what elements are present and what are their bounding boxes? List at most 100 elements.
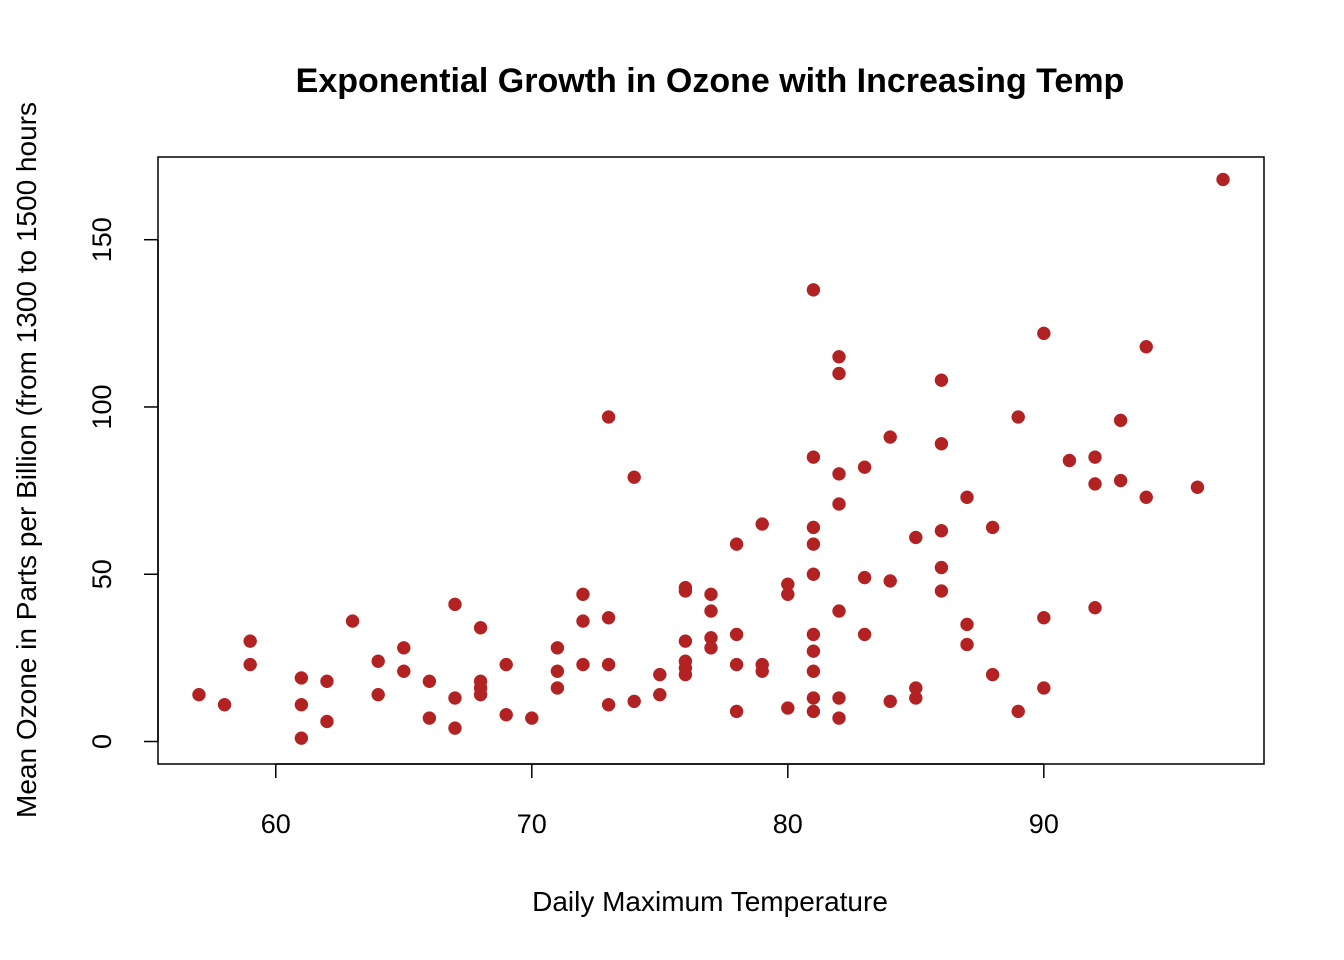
- data-point: [499, 657, 513, 672]
- data-point: [422, 711, 437, 725]
- data-point: [448, 721, 462, 735]
- data-point: [781, 577, 795, 592]
- data-point: [345, 614, 360, 628]
- data-point: [1139, 490, 1153, 505]
- data-point: [653, 667, 667, 682]
- data-point: [806, 567, 821, 581]
- data-point: [1037, 681, 1051, 695]
- data-point: [550, 641, 565, 655]
- data-point: [781, 701, 795, 715]
- data-point: [806, 627, 821, 642]
- data-point: [806, 704, 821, 719]
- data-point: [397, 641, 411, 655]
- data-point: [934, 373, 949, 387]
- data-point: [678, 634, 693, 648]
- data-point: [755, 517, 769, 531]
- y-axis: 0 50 100 150: [87, 217, 159, 749]
- data-point: [729, 657, 744, 672]
- data-point: [883, 430, 897, 444]
- data-point: [883, 574, 897, 588]
- data-point: [320, 674, 334, 689]
- y-tick-label: 50: [87, 559, 117, 589]
- y-tick-label: 0: [87, 734, 117, 749]
- x-axis-label: Daily Maximum Temperature: [532, 886, 888, 917]
- data-point: [832, 711, 846, 725]
- data-point: [934, 524, 949, 538]
- data-point: [857, 460, 872, 474]
- data-point: [985, 520, 1000, 535]
- data-point: [806, 664, 821, 679]
- data-point: [806, 450, 821, 464]
- x-tick-label: 60: [261, 809, 291, 839]
- data-point: [806, 691, 821, 705]
- data-point: [960, 617, 974, 632]
- data-point: [857, 627, 872, 642]
- data-point: [1190, 480, 1205, 495]
- data-point: [550, 681, 565, 695]
- data-point: [806, 520, 821, 535]
- data-point: [1011, 410, 1025, 424]
- x-tick-label: 70: [517, 809, 547, 839]
- data-point: [422, 674, 437, 689]
- data-point: [371, 654, 385, 668]
- y-tick-label: 100: [87, 384, 117, 429]
- y-axis-label: Mean Ozone in Parts per Billion (from 13…: [11, 102, 42, 818]
- data-point: [525, 711, 539, 725]
- data-point: [473, 621, 488, 635]
- data-point: [1088, 450, 1102, 464]
- x-axis: 60 70 80 90: [261, 763, 1059, 839]
- data-point: [601, 697, 616, 712]
- data-point: [883, 694, 897, 709]
- data-point: [294, 731, 309, 745]
- data-point: [627, 470, 641, 484]
- data-point: [806, 644, 821, 658]
- data-point: [909, 530, 923, 545]
- data-point: [294, 697, 309, 712]
- data-point: [729, 537, 744, 551]
- data-point: [934, 437, 949, 451]
- x-tick-label: 80: [773, 809, 803, 839]
- data-points: [192, 172, 1230, 745]
- data-point: [985, 667, 1000, 682]
- data-point: [653, 687, 667, 702]
- data-point: [1113, 473, 1128, 488]
- data-point: [934, 584, 949, 598]
- data-point: [397, 664, 411, 679]
- data-point: [960, 490, 974, 505]
- data-point: [473, 687, 488, 702]
- data-point: [192, 687, 206, 702]
- data-point: [601, 410, 616, 424]
- data-point: [576, 614, 590, 628]
- data-point: [1216, 172, 1230, 187]
- data-point: [1037, 610, 1051, 625]
- data-point: [576, 657, 590, 672]
- data-point: [832, 604, 846, 618]
- data-point: [1139, 340, 1153, 354]
- data-point: [1037, 326, 1051, 341]
- y-tick-label: 150: [87, 217, 117, 262]
- data-point: [806, 283, 821, 297]
- data-point: [909, 681, 923, 695]
- data-point: [601, 657, 616, 672]
- data-point: [704, 587, 718, 602]
- data-point: [678, 654, 693, 668]
- data-point: [601, 610, 616, 625]
- data-point: [1113, 413, 1128, 428]
- data-point: [294, 671, 309, 685]
- data-point: [576, 587, 590, 602]
- data-point: [243, 657, 257, 672]
- data-point: [729, 627, 744, 642]
- data-point: [806, 537, 821, 551]
- data-point: [960, 637, 974, 652]
- data-point: [1088, 477, 1102, 491]
- data-point: [832, 497, 846, 511]
- data-point: [729, 704, 744, 719]
- data-point: [704, 631, 718, 645]
- data-point: [320, 714, 334, 729]
- data-point: [627, 694, 641, 709]
- data-point: [473, 674, 488, 689]
- data-point: [448, 691, 462, 705]
- data-point: [857, 570, 872, 585]
- data-point: [217, 697, 232, 712]
